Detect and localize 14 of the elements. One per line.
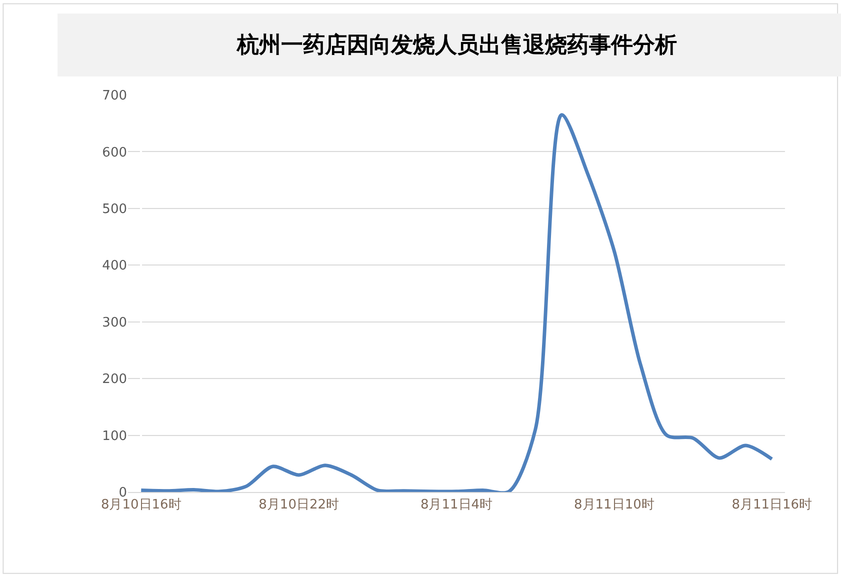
x-tick-label: 8月11日10时 bbox=[574, 498, 654, 513]
y-tick-label: 700 bbox=[102, 88, 127, 104]
y-tick-label: 600 bbox=[102, 145, 127, 160]
chart-title: 杭州一药店因向发烧人员出售退烧药事件分析 bbox=[236, 32, 677, 58]
y-tick-label: 100 bbox=[102, 428, 127, 444]
y-tick-label: 300 bbox=[102, 315, 127, 330]
x-tick-label: 8月11日16时 bbox=[732, 498, 812, 513]
x-tick-label: 8月11日4时 bbox=[420, 498, 493, 513]
y-tick-label: 200 bbox=[102, 372, 127, 388]
y-tick-label: 500 bbox=[102, 202, 127, 217]
x-tick-label: 8月10日16时 bbox=[100, 498, 182, 513]
line-series bbox=[139, 113, 774, 492]
x-tick-label: 8月10日22时 bbox=[258, 498, 339, 513]
y-tick-label: 400 bbox=[102, 258, 127, 274]
